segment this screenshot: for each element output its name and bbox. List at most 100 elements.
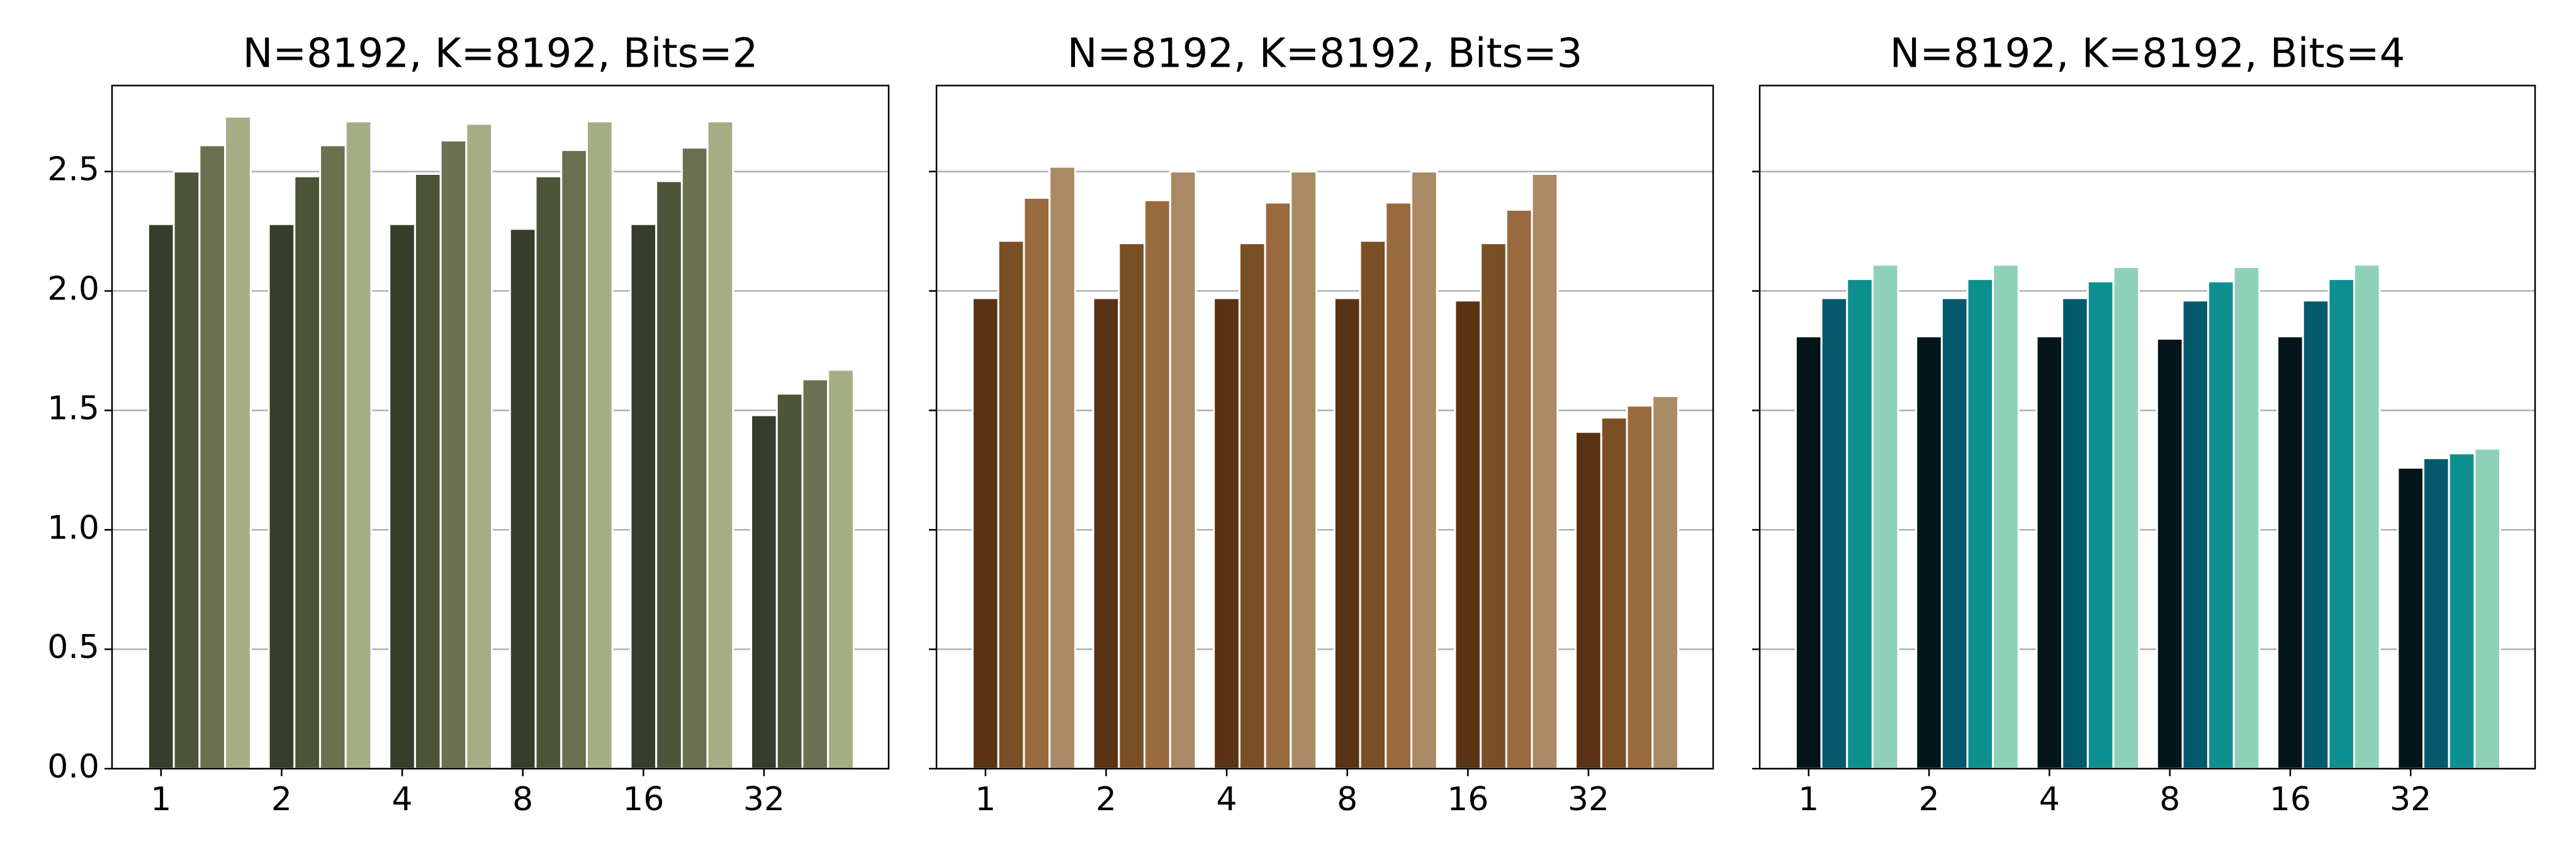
- bar: [2422, 457, 2450, 770]
- bar: [2156, 338, 2184, 770]
- y-tick-label: 2.5: [47, 151, 99, 189]
- plot-frame: [111, 84, 890, 770]
- x-tick-label: 2: [271, 781, 292, 818]
- bar: [1915, 335, 1943, 770]
- x-tick-label: 2: [1096, 781, 1116, 818]
- bar: [293, 175, 322, 770]
- bar: [997, 240, 1025, 770]
- x-tick-label: 8: [1337, 781, 1358, 818]
- x-tick-label: 1: [150, 781, 171, 818]
- bar: [1023, 196, 1051, 770]
- bar: [2353, 264, 2381, 770]
- bar: [2181, 299, 2210, 770]
- x-tick-label: 16: [622, 781, 664, 818]
- y-tick-label: 0.0: [47, 748, 99, 786]
- bar: [2061, 297, 2089, 770]
- bar: [1238, 242, 1266, 770]
- plot-frame: [1758, 84, 2536, 770]
- bar: [2035, 335, 2064, 770]
- bar: [1600, 416, 1628, 770]
- bar: [2473, 447, 2502, 770]
- bar: [1213, 297, 1240, 770]
- bar: [2086, 280, 2115, 770]
- bar: [1480, 242, 1507, 770]
- bar: [971, 297, 999, 770]
- y-tick-label: 1.5: [47, 389, 99, 427]
- x-tick-label: 32: [2390, 781, 2431, 818]
- bar: [172, 170, 201, 770]
- bar: [2302, 299, 2330, 770]
- bar: [2276, 335, 2304, 770]
- bar: [585, 120, 614, 770]
- bar: [534, 175, 563, 770]
- x-tick-label: 1: [975, 781, 996, 818]
- x-tick-label: 4: [1217, 781, 1237, 818]
- bar: [1359, 240, 1387, 770]
- bar: [1144, 199, 1171, 770]
- bar: [775, 393, 804, 770]
- bar: [750, 414, 778, 770]
- bar: [439, 139, 468, 770]
- bar: [655, 180, 683, 770]
- x-tick-label: 2: [1918, 781, 1939, 818]
- bar: [2327, 278, 2356, 770]
- bar: [1169, 170, 1197, 770]
- bar: [2207, 280, 2235, 770]
- x-tick-label: 32: [1568, 781, 1609, 818]
- bar: [267, 223, 296, 770]
- bar: [1626, 404, 1654, 770]
- bar: [2397, 467, 2425, 770]
- bar: [198, 144, 227, 770]
- bar: [1992, 264, 2020, 770]
- bar: [1575, 431, 1602, 770]
- bar: [1531, 172, 1559, 770]
- chart-title: N=8192, K=8192, Bits=2: [243, 31, 758, 77]
- x-tick-label: 32: [743, 781, 785, 818]
- bar: [1410, 170, 1438, 770]
- bar: [319, 144, 347, 770]
- bar: [509, 228, 537, 770]
- y-tick-label: 2.0: [47, 270, 99, 308]
- bar: [465, 123, 493, 770]
- bar: [560, 149, 588, 770]
- bar: [1454, 299, 1482, 770]
- bar: [1264, 201, 1292, 770]
- bar: [1651, 395, 1679, 770]
- chart-title: N=8192, K=8192, Bits=3: [1067, 31, 1583, 77]
- x-tick-label: 4: [2039, 781, 2060, 818]
- bar: [801, 378, 830, 770]
- bar: [629, 223, 658, 770]
- bar: [1385, 201, 1412, 770]
- bar: [1092, 297, 1120, 770]
- bar: [706, 120, 734, 770]
- bar: [1846, 278, 1874, 770]
- bar: [344, 120, 373, 770]
- bar: [1049, 165, 1076, 770]
- bar: [224, 115, 252, 770]
- bar: [1505, 208, 1533, 770]
- x-tick-label: 16: [1447, 781, 1488, 818]
- chart-title: N=8192, K=8192, Bits=4: [1890, 31, 2405, 77]
- x-tick-label: 4: [392, 781, 413, 818]
- x-tick-label: 1: [1798, 781, 1819, 818]
- bar: [413, 172, 442, 770]
- bar: [1871, 264, 1899, 770]
- bar: [827, 369, 855, 770]
- plot-frame: [935, 84, 1714, 770]
- bar: [1118, 242, 1146, 770]
- x-tick-label: 8: [2159, 781, 2180, 818]
- bar: [1966, 278, 1994, 770]
- bar: [1820, 297, 1848, 770]
- y-tick-label: 0.5: [47, 628, 99, 666]
- bar: [1940, 297, 1969, 770]
- bar: [388, 223, 416, 770]
- bar: [2112, 266, 2140, 770]
- bar: [147, 223, 175, 770]
- y-tick-label: 1.0: [47, 509, 99, 547]
- bar: [2448, 452, 2476, 770]
- bar: [1333, 297, 1361, 770]
- x-tick-label: 8: [512, 781, 533, 818]
- bar: [1290, 170, 1318, 770]
- x-tick-label: 16: [2269, 781, 2311, 818]
